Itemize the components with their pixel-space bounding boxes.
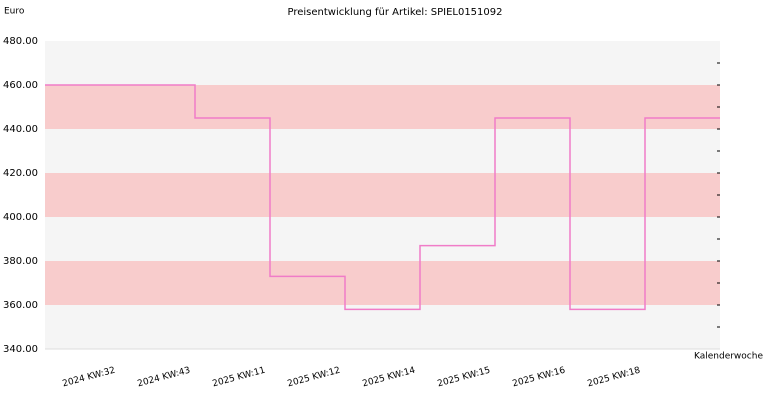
x-tick-label: 2025 KW:18 bbox=[586, 366, 641, 390]
x-tick-label: 2025 KW:15 bbox=[436, 366, 491, 390]
x-tick-label: 2024 KW:43 bbox=[136, 366, 191, 390]
grid-band bbox=[45, 305, 720, 349]
grid-band bbox=[45, 261, 720, 305]
y-tick-label: 460.00 bbox=[3, 80, 38, 91]
chart-title: Preisentwicklung für Artikel: SPIEL01510… bbox=[288, 7, 503, 18]
x-tick-label: 2025 KW:14 bbox=[361, 366, 416, 390]
y-tick-label: 420.00 bbox=[3, 168, 38, 179]
grid-band bbox=[45, 173, 720, 217]
x-tick-label: 2025 KW:16 bbox=[511, 366, 566, 390]
x-tick-label: 2025 KW:11 bbox=[211, 366, 266, 390]
y-tick-label: 380.00 bbox=[3, 256, 38, 267]
y-tick-label: 440.00 bbox=[3, 124, 38, 135]
price-line bbox=[45, 84, 720, 311]
grid-band bbox=[45, 41, 720, 85]
y-tick-label: 360.00 bbox=[3, 300, 38, 311]
y-axis-label: Euro bbox=[4, 7, 25, 17]
x-tick-label: 2024 KW:32 bbox=[61, 366, 116, 390]
x-tick-label: 2025 KW:12 bbox=[286, 366, 341, 390]
grid-band bbox=[45, 129, 720, 173]
grid-band bbox=[45, 85, 720, 129]
y-tick-label: 480.00 bbox=[3, 36, 38, 47]
grid-band bbox=[45, 217, 720, 261]
y-tick-label: 400.00 bbox=[3, 212, 38, 223]
y-tick-label: 340.00 bbox=[3, 344, 38, 355]
x-axis-label: Kalenderwoche bbox=[694, 352, 763, 362]
